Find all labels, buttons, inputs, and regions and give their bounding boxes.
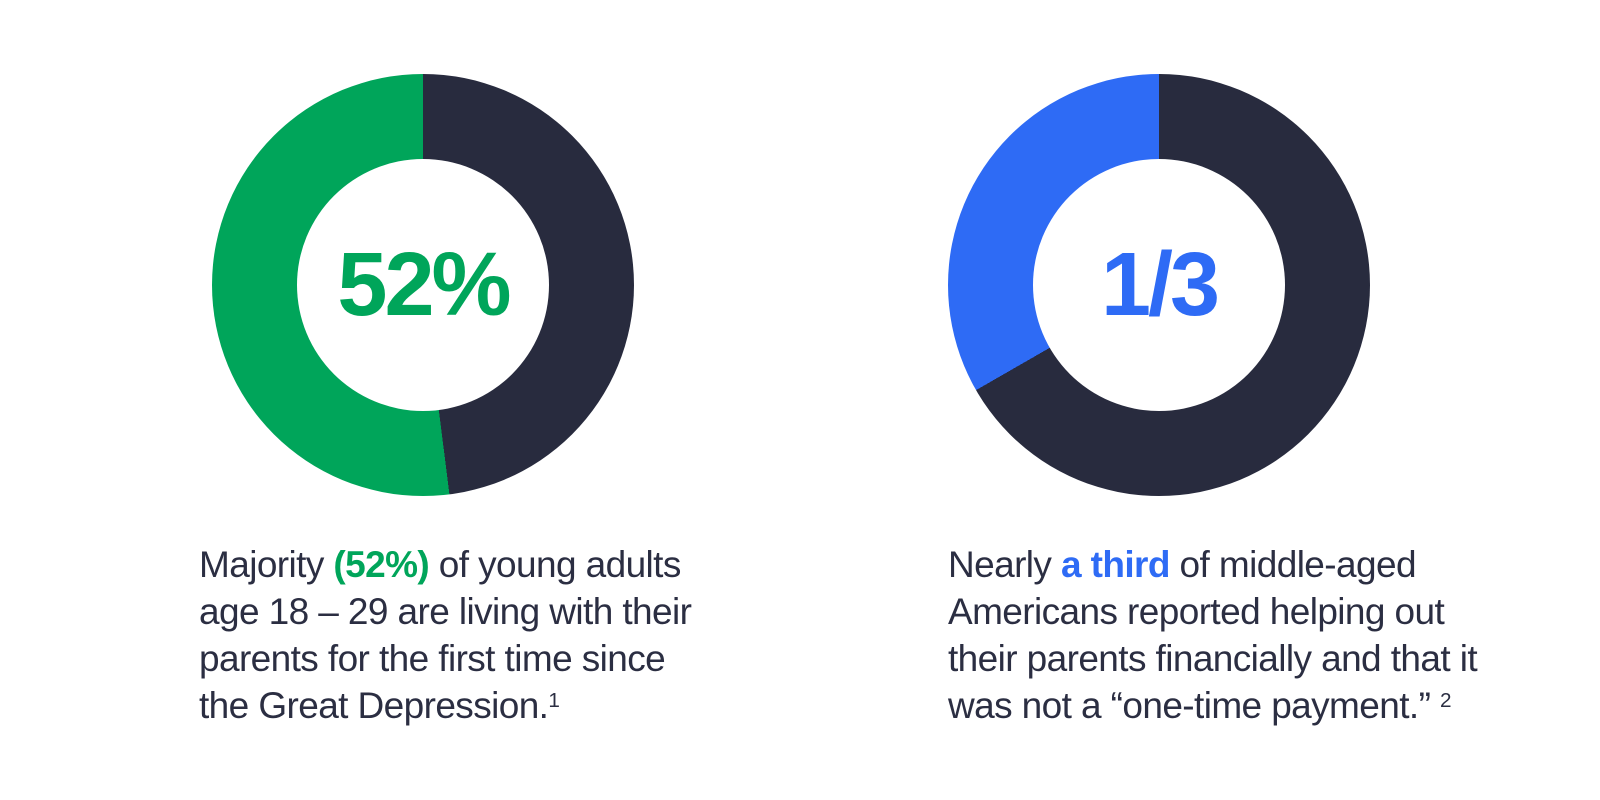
caption-text: age 18 – 29 are living with their — [199, 591, 692, 632]
stat-caption-young-adults: Majority (52%) of young adults age 18 – 2… — [199, 541, 879, 729]
donut-hole — [1033, 159, 1285, 411]
caption-highlight: (52%) — [333, 544, 430, 585]
caption-text: parents for the first time since — [199, 638, 666, 679]
caption-text: Americans reported helping out — [948, 591, 1445, 632]
donut-center-label: 1/3 — [1100, 234, 1220, 335]
donut-chart-young-adults: 52% — [212, 74, 634, 496]
caption-text: was not a “one-time payment.” — [948, 685, 1440, 726]
caption-text: Nearly — [948, 544, 1061, 585]
footnote-superscript: 1 — [548, 688, 560, 712]
caption-text: their parents financially and that it — [948, 638, 1478, 679]
donut-chart-middle-aged: 1/3 — [948, 74, 1370, 496]
caption-text: Majority — [199, 544, 334, 585]
caption-text: of young adults — [429, 544, 682, 585]
footnote-superscript: 2 — [1440, 688, 1452, 712]
stat-caption-middle-aged: Nearly a third of middle-aged Americans r… — [948, 541, 1598, 729]
caption-text: of middle-aged — [1169, 544, 1417, 585]
donut-hole — [297, 159, 549, 411]
donut-center-label: 52% — [337, 234, 511, 335]
caption-text: the Great Depression. — [199, 685, 549, 726]
caption-highlight: a third — [1061, 544, 1170, 585]
